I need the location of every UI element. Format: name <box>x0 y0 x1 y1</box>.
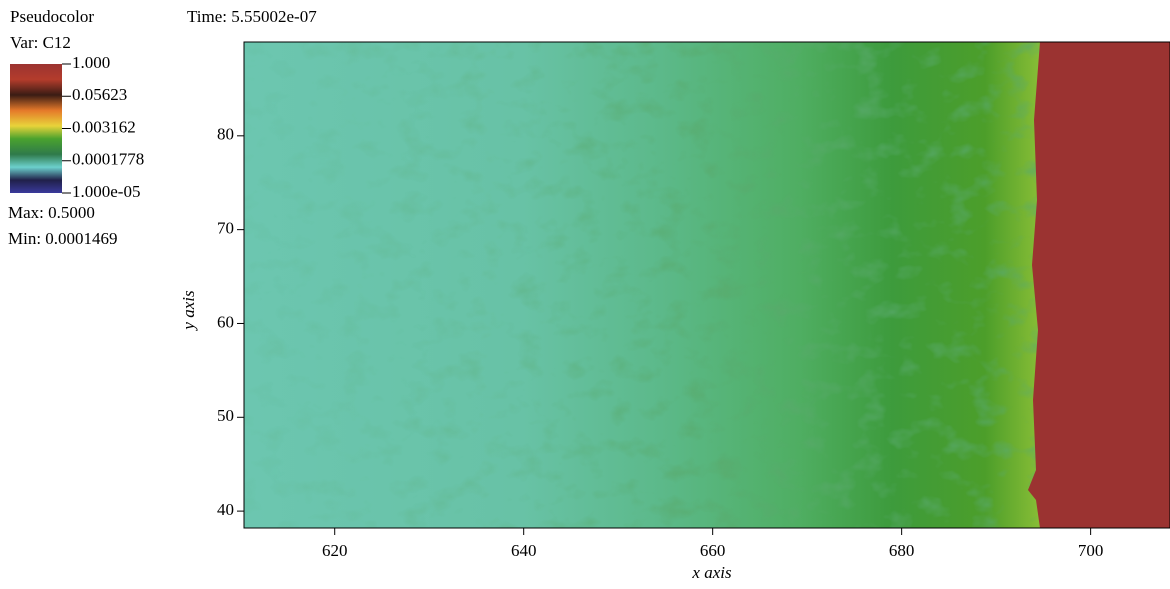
y-tick-label: 40 <box>217 500 234 519</box>
colorbar <box>10 64 62 193</box>
colorbar-tick-label: 1.000 <box>72 53 110 72</box>
colorbar-tick-label: 1.000e-05 <box>72 182 140 201</box>
colorbar-tick-label: 0.003162 <box>72 117 136 136</box>
y-axis-label: y axis <box>179 290 198 332</box>
y-tick-label: 70 <box>217 219 234 238</box>
max-label: Max: 0.5000 <box>8 203 95 222</box>
y-tick-label: 80 <box>217 125 234 144</box>
min-label: Min: 0.0001469 <box>8 229 118 248</box>
variable-label: Var: C12 <box>10 33 71 52</box>
colorbar-tick-label: 0.0001778 <box>72 150 144 169</box>
x-axis-label: x axis <box>691 563 732 582</box>
colorbar-tick-label: 0.05623 <box>72 85 127 104</box>
x-tick-label: 620 <box>322 541 348 560</box>
field <box>243 41 1170 529</box>
time-label: Time: 5.55002e-07 <box>187 7 317 26</box>
y-tick-label: 60 <box>217 312 234 331</box>
y-tick-label: 50 <box>217 406 234 425</box>
legend-title: Pseudocolor <box>10 7 94 26</box>
x-tick-label: 700 <box>1078 541 1104 560</box>
x-tick-label: 680 <box>889 541 915 560</box>
x-tick-label: 640 <box>511 541 537 560</box>
x-tick-label: 660 <box>700 541 726 560</box>
